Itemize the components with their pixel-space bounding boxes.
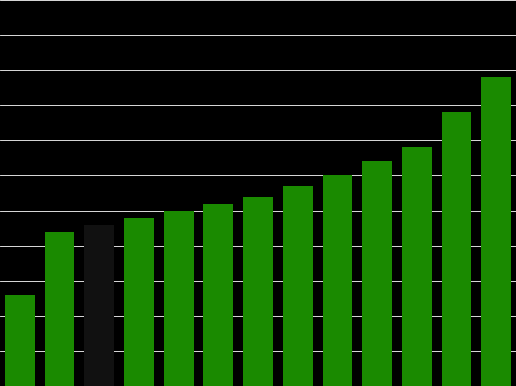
Bar (5, 295, 35, 386)
Bar (203, 203, 233, 386)
Bar (362, 161, 392, 386)
Bar (322, 176, 352, 386)
Bar (442, 112, 471, 386)
Bar (45, 232, 74, 386)
Bar (124, 218, 154, 386)
Bar (164, 210, 194, 386)
Bar (402, 147, 432, 386)
Bar (243, 196, 273, 386)
Bar (481, 77, 511, 386)
Bar (283, 186, 313, 386)
Bar (84, 225, 114, 386)
